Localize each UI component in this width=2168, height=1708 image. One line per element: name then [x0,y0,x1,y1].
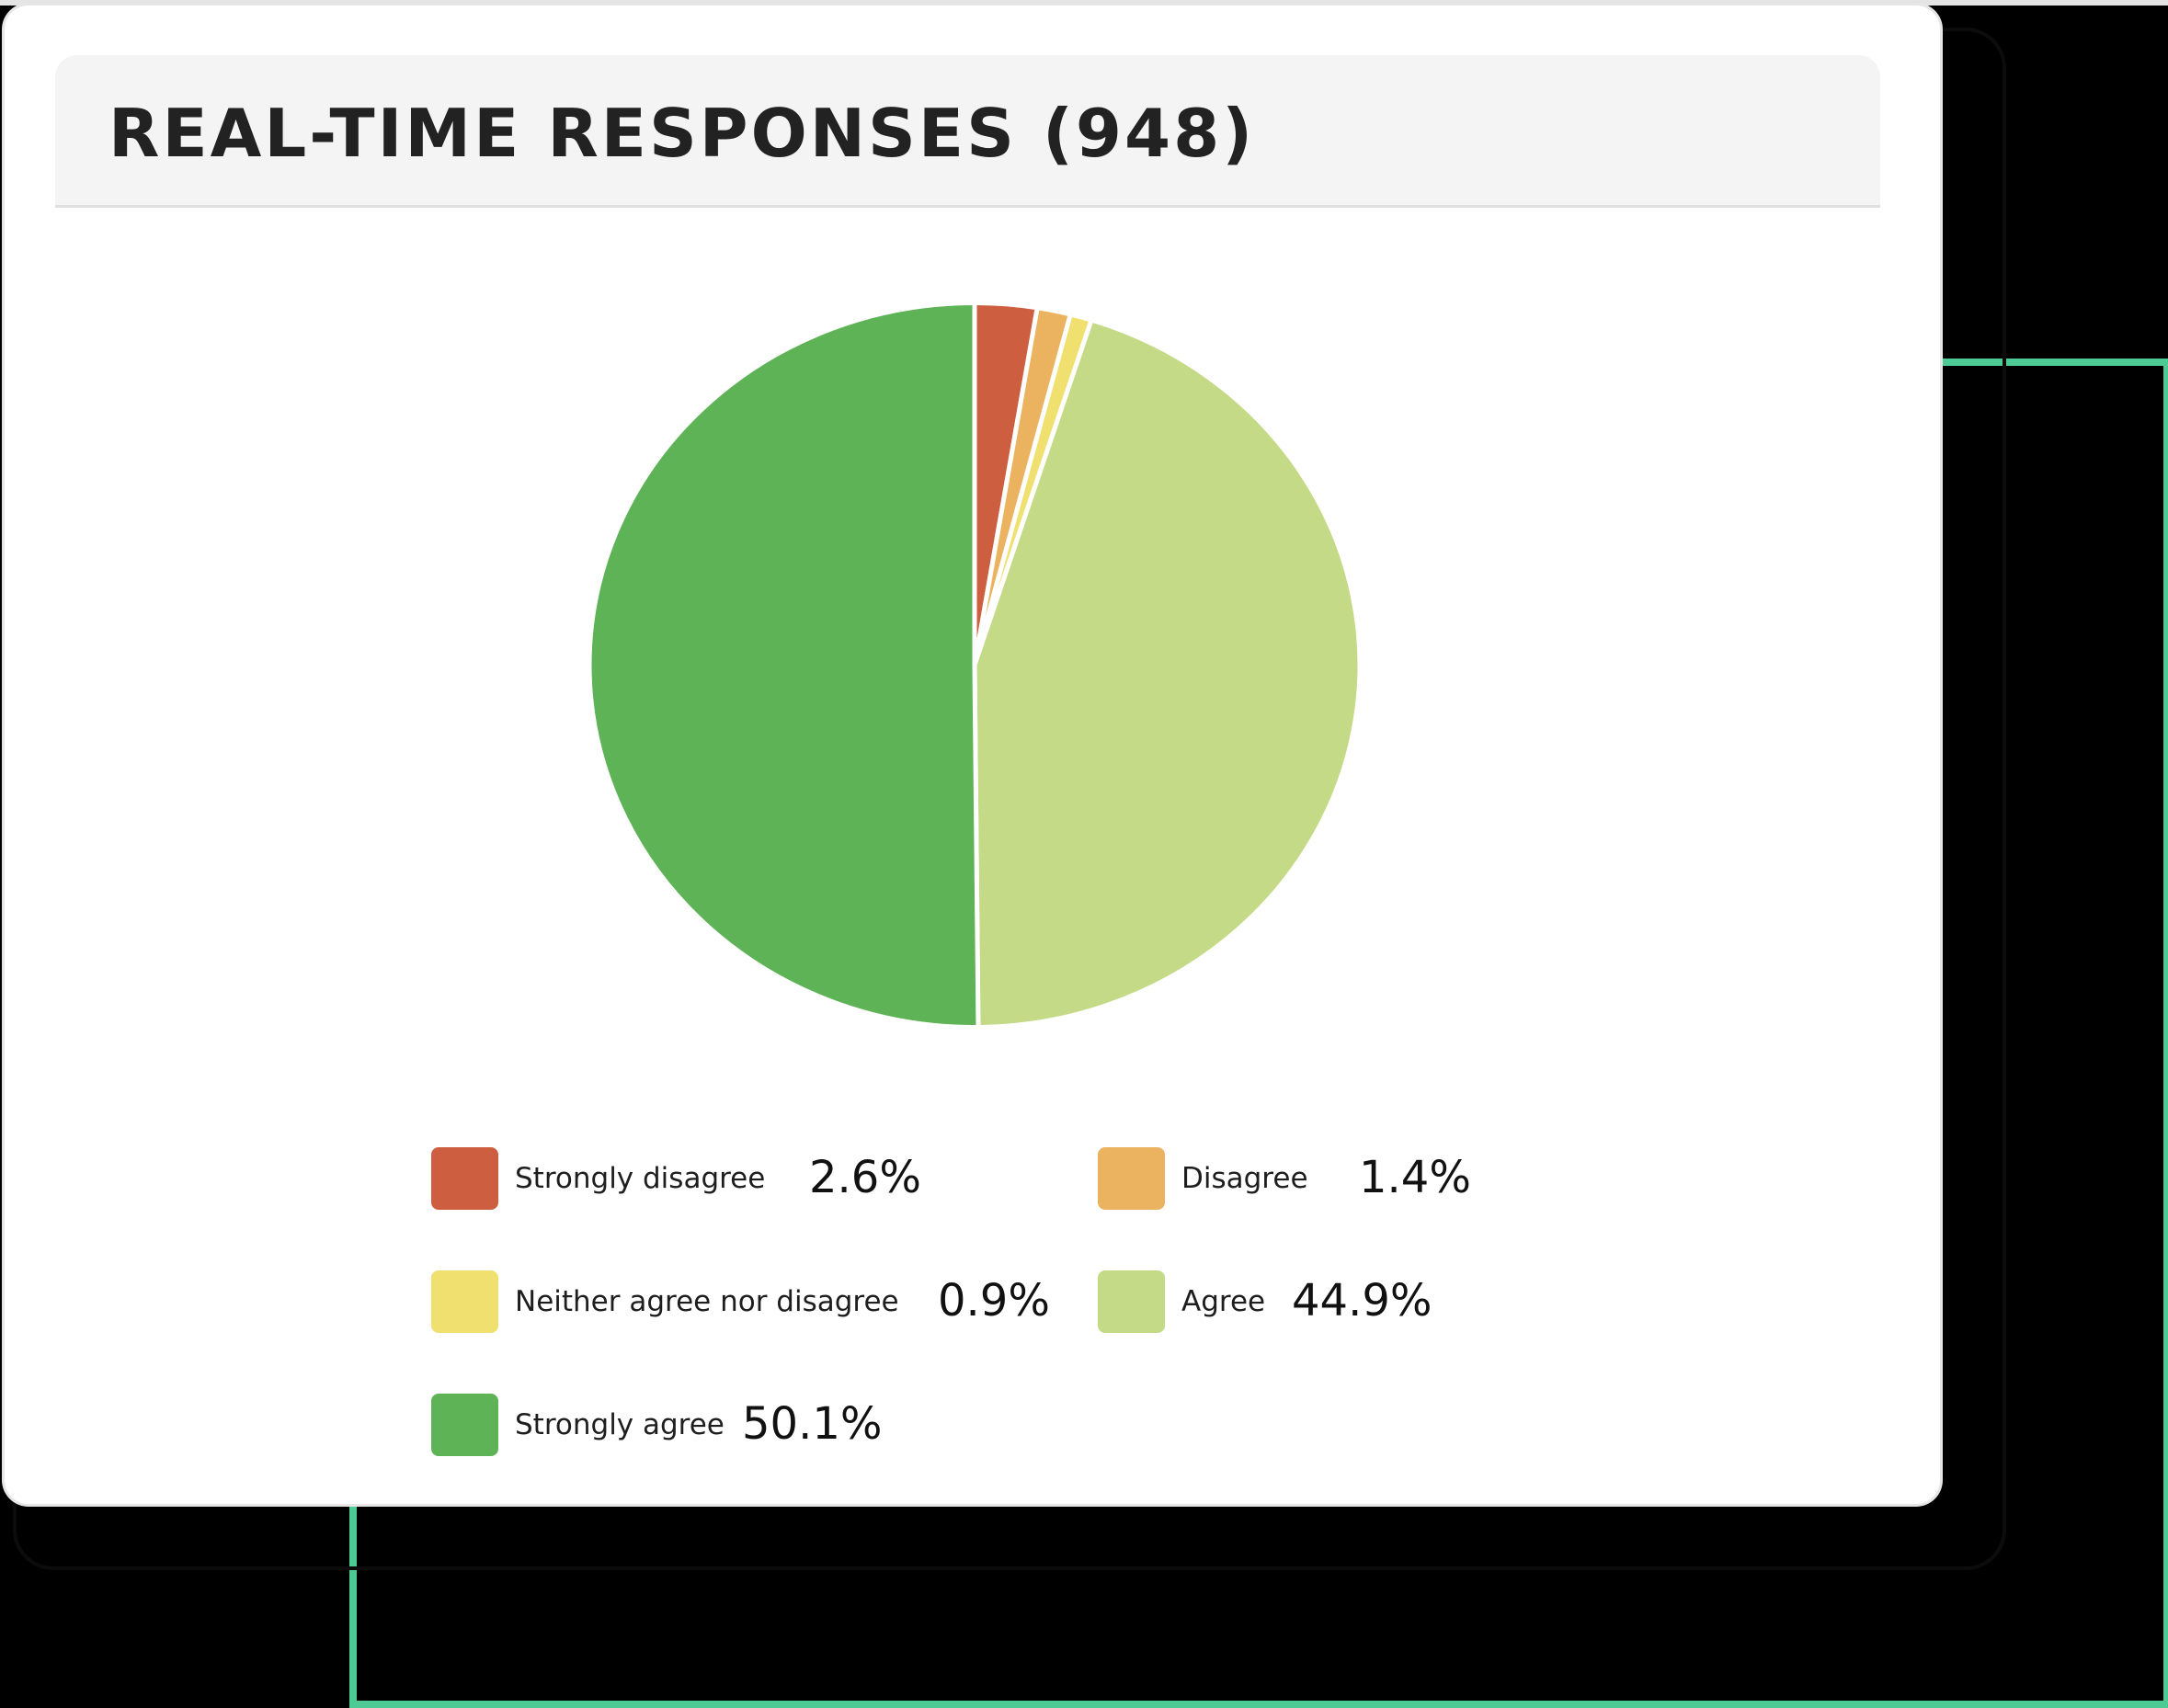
legend-label: Neither agree nor disagree [515,1285,899,1318]
legend-label: Strongly disagree [515,1162,766,1195]
pie-slice-strongly-agree[interactable] [587,301,981,1030]
pie-slice-agree[interactable] [972,317,1363,1030]
legend-label: Agree [1181,1285,1266,1318]
pie-slices [587,301,1363,1030]
card-header: REAL-TIME RESPONSES (948) [55,55,1880,208]
legend-value: 50.1% [742,1398,883,1450]
chart-legend: Strongly disagree 2.6% Disagree 1.4% Nei… [5,6,1940,1504]
legend-swatch [431,1270,498,1333]
legend-swatch [431,1147,498,1210]
responses-card: REAL-TIME RESPONSES (948) Strongly disag… [5,6,1940,1504]
legend-value: 44.9% [1292,1275,1432,1327]
pie-chart [587,301,1363,1030]
card-title: REAL-TIME RESPONSES (948) [108,95,1256,172]
legend-value: 1.4% [1359,1152,1471,1203]
legend-swatch [1098,1270,1165,1333]
legend-value: 2.6% [809,1152,921,1203]
top-border-strip [0,0,2168,6]
legend-swatch [1098,1147,1165,1210]
legend-label: Disagree [1181,1162,1308,1195]
legend-value: 0.9% [938,1275,1050,1327]
legend-label: Strongly agree [515,1408,725,1441]
legend-swatch [431,1394,498,1456]
